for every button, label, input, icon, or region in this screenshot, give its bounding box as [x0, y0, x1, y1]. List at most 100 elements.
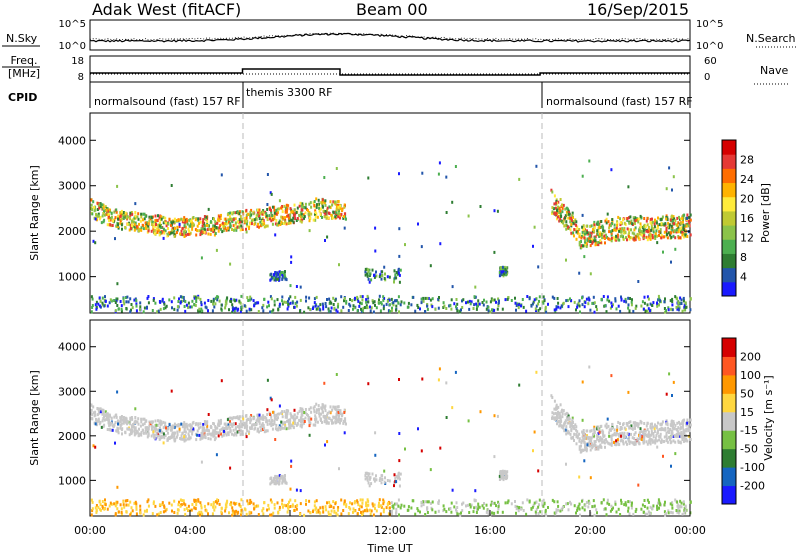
power-cell-1502 [309, 217, 311, 220]
velocity-cell-4035 [249, 502, 251, 505]
velocity-cell-921 [284, 426, 286, 429]
power-cell-4666 [337, 306, 339, 309]
velocity-cell-4181 [171, 510, 173, 513]
power-cell-4076 [191, 305, 193, 308]
velocity-cell-3645 [679, 500, 681, 503]
power-cell-4618 [204, 302, 206, 305]
velocity-cell-2897 [560, 420, 562, 423]
power-cell-4332 [611, 305, 613, 308]
power-cell-1500 [335, 211, 337, 214]
velocity-cell-2819 [660, 441, 662, 444]
velocity-cell-3567 [450, 511, 452, 514]
velocity-cell-4803 [398, 378, 400, 381]
velocity-cell-2601 [666, 432, 668, 435]
velocity-cell-4817 [163, 441, 165, 444]
velocity-cell-4669 [497, 511, 499, 514]
velocity-cell-2759 [688, 429, 690, 432]
velocity-cell-3909 [424, 513, 426, 516]
power-cell-1694 [233, 218, 235, 221]
power-cell-2976 [608, 220, 610, 223]
power-cell-3880 [419, 307, 421, 310]
power-cell-4054 [126, 308, 128, 311]
power-cell-3298 [500, 270, 502, 273]
power-cell-1688 [247, 213, 249, 216]
power-cell-1584 [197, 217, 199, 220]
power-cell-1176 [94, 209, 96, 212]
velocity-cell-4613 [473, 506, 475, 509]
power-cell-3992 [376, 306, 378, 309]
velocity-cell-4571 [345, 505, 347, 508]
velocity-cell-4249 [199, 501, 201, 504]
velocity-cell-4483 [126, 499, 128, 502]
power-cell-1542 [103, 220, 105, 223]
power-cell-2774 [569, 220, 571, 223]
velocity-cell-4555 [588, 502, 590, 505]
power-cell-0 [181, 230, 183, 233]
power-cell-4390 [677, 301, 679, 304]
power-cell-2024 [690, 233, 692, 236]
velocity-cell-3791 [596, 511, 598, 514]
velocity-colorbar-swatch-7 [722, 356, 736, 375]
power-cell-1020 [171, 229, 173, 232]
power-cell-2940 [563, 220, 565, 223]
velocity-cell-2347 [565, 425, 567, 428]
power-cell-2888 [594, 237, 596, 240]
freq-tick-top: 18 [71, 56, 84, 67]
power-cell-4590 [146, 306, 148, 309]
power-cell-1418 [324, 213, 326, 216]
power-cell-3858 [91, 295, 93, 298]
velocity-cell-1293 [155, 424, 157, 427]
power-cell-74 [266, 208, 268, 211]
velocity-cell-3477 [277, 501, 279, 504]
power-cell-1504 [260, 212, 262, 215]
velocity-cell-4639 [201, 513, 203, 516]
frequency-panel: Freq. [MHz] 18 8 60 0 Nave [2, 54, 790, 84]
velocity-cell-1713 [123, 416, 125, 419]
velocity-cell-4869 [565, 463, 567, 466]
power-cell-4502 [237, 308, 239, 311]
power-cell-2676 [633, 238, 635, 241]
velocity-cell-1173 [283, 410, 285, 413]
velocity-cell-2531 [638, 422, 640, 425]
power-colorbar-swatch-6 [722, 197, 736, 212]
power-cell-2816 [554, 194, 556, 197]
velocity-cell-3755 [674, 499, 676, 502]
power-cell-4330 [99, 305, 101, 308]
velocity-cell-2879 [665, 422, 667, 425]
velocity-cell-1689 [247, 418, 249, 421]
velocity-ytick-1: 2000 [58, 430, 86, 443]
velocity-cell-2695 [594, 428, 596, 431]
power-cell-1718 [345, 218, 347, 221]
velocity-cell-4093 [308, 500, 310, 503]
power-cell-4464 [557, 297, 559, 300]
velocity-cell-4489 [364, 509, 366, 512]
velocity-cell-1471 [222, 427, 224, 430]
velocity-cell-1707 [336, 414, 338, 417]
velocity-cell-4719 [662, 455, 664, 458]
power-cell-4560 [253, 304, 255, 307]
power-cell-4532 [367, 306, 369, 309]
velocity-cell-1229 [137, 417, 139, 420]
velocity-cell-2851 [673, 439, 675, 442]
velocity-cell-4697 [543, 499, 545, 502]
velocity-cell-2469 [629, 420, 631, 423]
power-cell-800 [166, 224, 168, 227]
velocity-cell-2913 [647, 443, 649, 446]
velocity-cell-1749 [148, 434, 150, 437]
velocity-ylabel: Slant Range [km] [28, 370, 41, 466]
power-cell-1732 [344, 212, 346, 215]
power-cell-4194 [378, 302, 380, 305]
power-cell-4782 [518, 178, 520, 181]
power-cell-3906 [515, 309, 517, 312]
power-cell-4496 [689, 308, 691, 311]
velocity-cell-4477 [296, 504, 298, 507]
power-cell-4628 [357, 300, 359, 303]
power-cell-1726 [215, 232, 217, 235]
power-cell-1200 [258, 226, 260, 229]
velocity-cell-3747 [395, 512, 397, 515]
power-cell-4850 [326, 236, 328, 239]
velocity-cell-1691 [321, 421, 323, 424]
power-cell-4406 [647, 303, 649, 306]
power-cell-4282 [325, 305, 327, 308]
velocity-cell-2231 [640, 427, 642, 430]
